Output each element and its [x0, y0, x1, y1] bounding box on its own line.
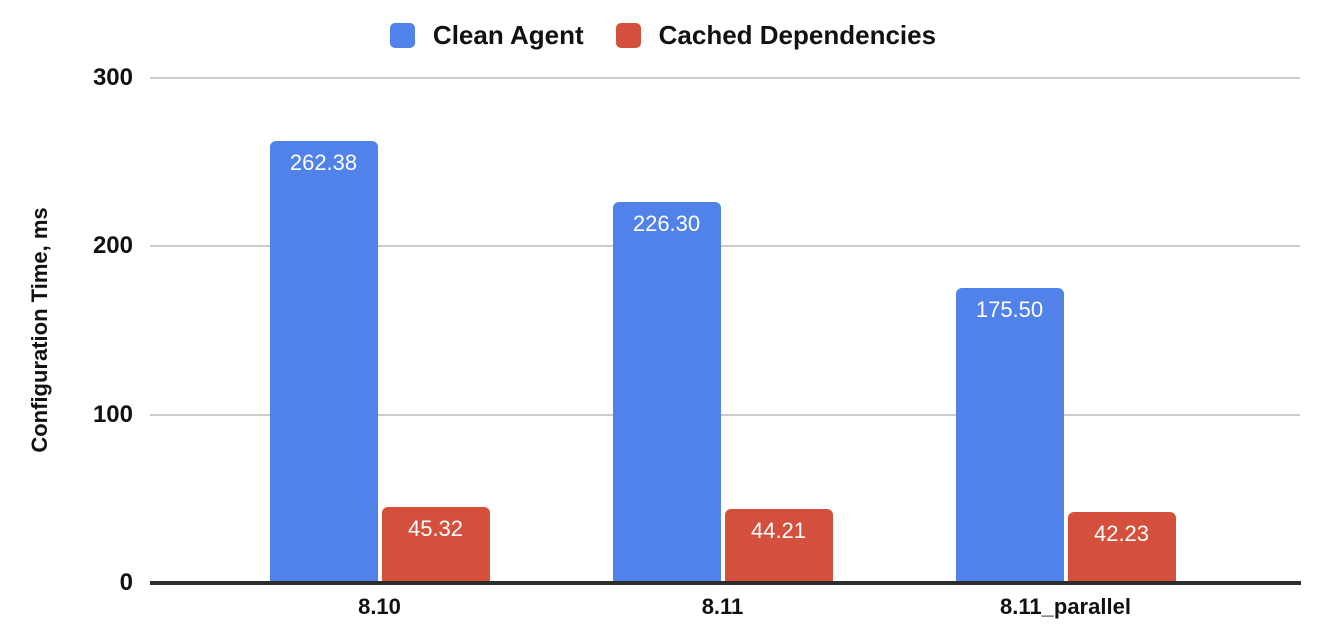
- y-tick-label: 300: [92, 64, 133, 91]
- bar-value-label: 44.21: [750, 517, 807, 543]
- y-tick-label: 0: [119, 569, 133, 596]
- bar-clean-agent: [955, 287, 1064, 583]
- bar-value-label: 226.30: [632, 211, 701, 237]
- bar-cached-dependencies: [724, 508, 833, 583]
- legend-item-cached-dependencies: Cached Dependencies: [615, 19, 937, 51]
- bar-value-label: 42.23: [1093, 520, 1150, 546]
- y-tick-label: 200: [92, 232, 133, 260]
- legend-label: Cached Dependencies: [658, 19, 937, 50]
- bar-clean-agent: [612, 202, 721, 583]
- legend-label: Clean Agent: [432, 19, 584, 50]
- x-axis-line: [150, 581, 1301, 585]
- legend-item-clean-agent: Clean Agent: [389, 19, 584, 51]
- chart-legend: Clean Agent Cached Dependencies: [0, 10, 1326, 60]
- gridline: [150, 245, 1300, 248]
- x-category-label: 8.11: [701, 594, 744, 619]
- bar-value-label: 45.32: [407, 515, 464, 541]
- bar-cached-dependencies: [381, 506, 490, 583]
- legend-swatch-icon: [389, 22, 415, 48]
- y-tick-label: 100: [92, 400, 133, 428]
- gridline: [150, 413, 1300, 416]
- bar-clean-agent: [269, 141, 378, 583]
- x-category-label: 8.11_parallel: [1000, 594, 1131, 619]
- bar-value-label: 262.38: [289, 150, 358, 176]
- x-category-label: 8.10: [358, 594, 401, 619]
- legend-swatch-icon: [615, 22, 641, 48]
- gridline: [150, 77, 1300, 79]
- bar-value-label: 175.50: [975, 296, 1044, 322]
- bar-cached-dependencies: [1067, 511, 1176, 583]
- y-axis-title: Configuration Time, ms: [27, 207, 52, 453]
